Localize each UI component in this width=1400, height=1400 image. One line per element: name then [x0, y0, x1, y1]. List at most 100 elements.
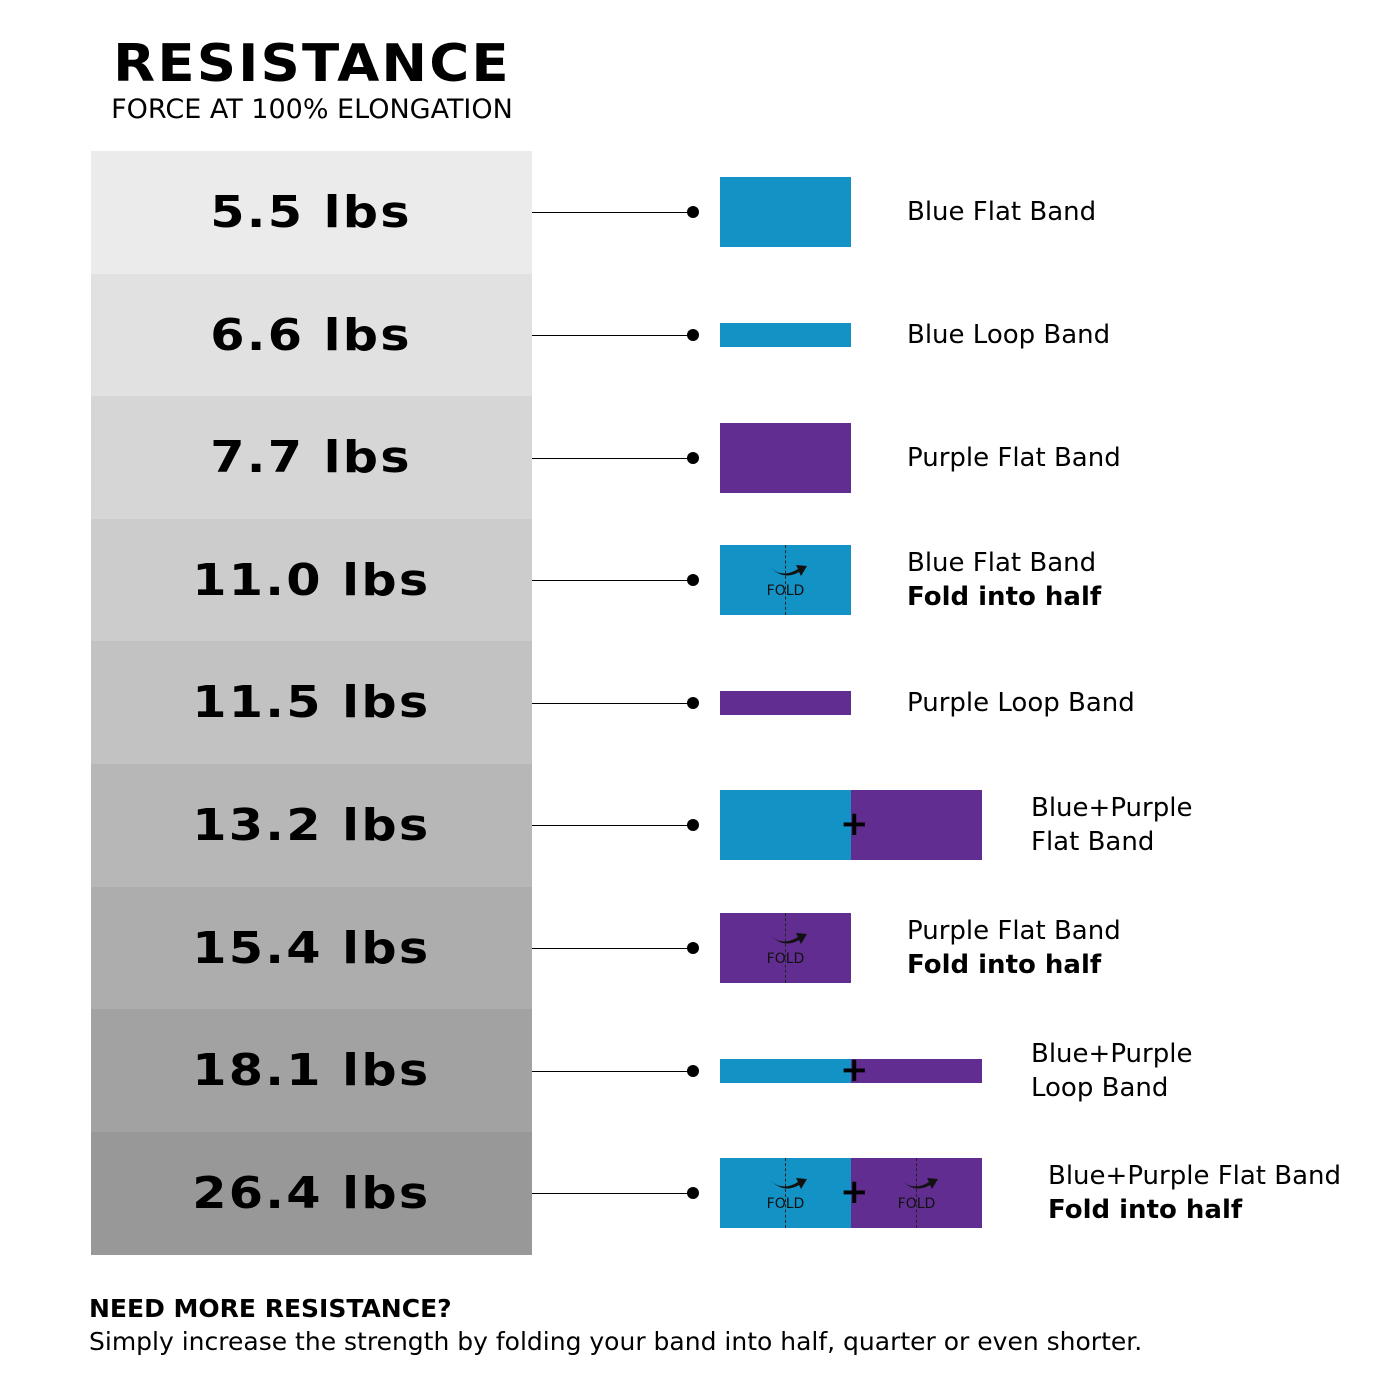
- flat-band-swatch: FOLD: [720, 545, 851, 615]
- connector-line: [532, 335, 692, 336]
- band-label: Blue+Purple Flat Band Fold into half: [1048, 1159, 1341, 1227]
- purple-band-segment: [851, 790, 982, 860]
- connector-line: [532, 212, 692, 213]
- purple-band-segment: [720, 691, 851, 715]
- resistance-value: 11.0 lbs: [192, 554, 431, 606]
- fold-text: FOLD: [897, 1196, 936, 1212]
- loop-band-swatch: +: [720, 1053, 982, 1087]
- fold-text: FOLD: [766, 1196, 805, 1212]
- resistance-value: 6.6 lbs: [210, 309, 413, 361]
- connector-dot: [687, 574, 699, 586]
- connector-dot: [687, 1065, 699, 1077]
- plus-icon: +: [840, 1050, 869, 1090]
- resistance-cell: 13.2 lbs: [91, 764, 532, 888]
- resistance-cell: 6.6 lbs: [91, 273, 532, 397]
- blue-band-segment: [720, 177, 851, 247]
- blue-band-segment: [720, 323, 851, 347]
- band-label-line1: Blue Loop Band: [907, 320, 1111, 350]
- flat-band-swatch: +: [720, 790, 982, 860]
- fold-arrow-icon: [770, 1178, 807, 1189]
- fold-text: FOLD: [766, 583, 805, 599]
- resistance-cell: 7.7 lbs: [91, 396, 532, 520]
- band-label-line2: Flat Band: [1031, 827, 1155, 857]
- fold-arrow-icon: [770, 933, 807, 944]
- plus-icon: +: [840, 804, 869, 844]
- band-label: Purple Loop Band: [907, 686, 1135, 720]
- band-label-line1: Blue+Purple: [1031, 793, 1193, 823]
- resistance-value: 15.4 lbs: [192, 922, 431, 974]
- fold-marker: FOLD: [720, 1158, 851, 1228]
- band-label: Blue+Purple Loop Band: [1031, 1037, 1192, 1105]
- flat-band-swatch: [720, 423, 851, 493]
- chart-subtitle: FORCE AT 100% ELONGATION: [111, 94, 513, 125]
- band-label: Blue Loop Band: [907, 318, 1110, 352]
- fold-marker: FOLD: [720, 545, 851, 615]
- band-label-line1: Blue Flat Band: [907, 548, 1097, 578]
- connector-line: [532, 458, 692, 459]
- fold-line: [785, 913, 786, 983]
- connector-line: [532, 703, 692, 704]
- connector-dot: [687, 452, 699, 464]
- band-label-line2: Fold into half: [907, 950, 1102, 980]
- band-label-line2: Fold into half: [907, 582, 1102, 612]
- resistance-cell: 18.1 lbs: [91, 1009, 532, 1133]
- band-label: Blue Flat Band Fold into half: [907, 546, 1101, 614]
- fold-marker: FOLD: [851, 1158, 982, 1228]
- fold-marker: FOLD: [720, 913, 851, 983]
- flat-band-swatch: FOLD: [720, 913, 851, 983]
- band-label-line1: Blue+Purple Flat Band: [1048, 1161, 1342, 1191]
- band-label: Blue Flat Band: [907, 195, 1096, 229]
- blue-band-segment: [720, 1059, 851, 1083]
- chart-title: RESISTANCE: [113, 34, 511, 94]
- band-label-line2: Loop Band: [1031, 1073, 1169, 1103]
- band-label: Blue+Purple Flat Band: [1031, 791, 1192, 859]
- band-label-line1: Blue Flat Band: [907, 197, 1097, 227]
- connector-dot: [687, 819, 699, 831]
- connector-line: [532, 1193, 692, 1194]
- band-label-line2: Fold into half: [1048, 1195, 1243, 1225]
- band-label: Purple Flat Band Fold into half: [907, 914, 1121, 982]
- note-heading: NEED MORE RESISTANCE?: [89, 1294, 452, 1323]
- resistance-cell: 11.5 lbs: [91, 641, 532, 765]
- band-label-line1: Blue+Purple: [1031, 1039, 1193, 1069]
- connector-dot: [687, 942, 699, 954]
- resistance-value: 26.4 lbs: [192, 1167, 431, 1219]
- fold-line: [916, 1158, 917, 1228]
- fold-arrow-icon: [770, 565, 807, 576]
- resistance-value: 7.7 lbs: [210, 432, 413, 484]
- fold-text: FOLD: [766, 951, 805, 967]
- flat-band-swatch: [720, 177, 851, 247]
- connector-dot: [687, 697, 699, 709]
- resistance-value: 18.1 lbs: [192, 1045, 431, 1097]
- connector-line: [532, 948, 692, 949]
- resistance-cell: 15.4 lbs: [91, 886, 532, 1010]
- connector-line: [532, 1071, 692, 1072]
- loop-band-swatch: [720, 323, 851, 347]
- loop-band-swatch: [720, 691, 851, 715]
- fold-line: [785, 1158, 786, 1228]
- connector-line: [532, 825, 692, 826]
- resistance-value: 13.2 lbs: [192, 800, 431, 852]
- blue-band-segment: [720, 790, 851, 860]
- purple-band-segment: [720, 423, 851, 493]
- resistance-scale: 5.5 lbs 6.6 lbs 7.7 lbs 11.0 lbs 11.5 lbs 13.…: [91, 151, 532, 1255]
- purple-band-segment: [851, 1059, 982, 1083]
- connector-dot: [687, 329, 699, 341]
- resistance-cell: 26.4 lbs: [91, 1131, 532, 1255]
- resistance-cell: 5.5 lbs: [91, 151, 532, 275]
- band-label-line1: Purple Loop Band: [907, 688, 1135, 718]
- band-label: Purple Flat Band: [907, 441, 1121, 475]
- plus-icon: +: [840, 1172, 869, 1212]
- resistance-value: 5.5 lbs: [210, 187, 413, 239]
- fold-line: [785, 545, 786, 615]
- fold-arrow-icon: [901, 1178, 938, 1189]
- resistance-value: 11.5 lbs: [192, 677, 431, 729]
- note-body: Simply increase the strength by folding …: [89, 1327, 1143, 1356]
- connector-line: [532, 580, 692, 581]
- flat-band-swatch: FOLD FOLD +: [720, 1158, 982, 1228]
- band-label-line1: Purple Flat Band: [907, 916, 1121, 946]
- resistance-cell: 11.0 lbs: [91, 518, 532, 642]
- connector-dot: [687, 1187, 699, 1199]
- connector-dot: [687, 206, 699, 218]
- band-label-line1: Purple Flat Band: [907, 443, 1121, 473]
